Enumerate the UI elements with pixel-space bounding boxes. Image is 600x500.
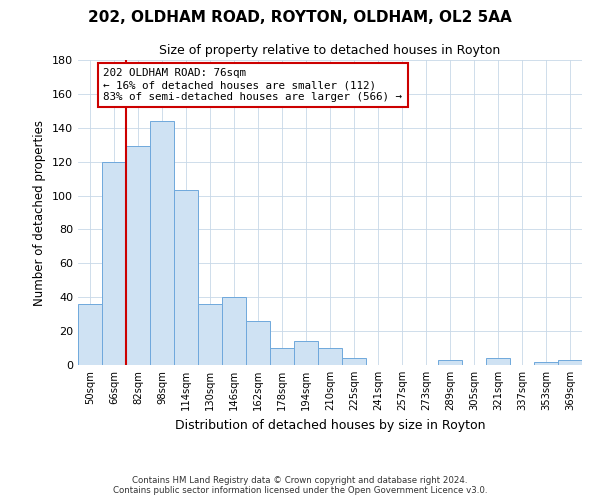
Bar — [198, 304, 222, 365]
Bar — [342, 358, 366, 365]
Bar — [558, 360, 582, 365]
Y-axis label: Number of detached properties: Number of detached properties — [34, 120, 46, 306]
Bar — [78, 304, 102, 365]
Text: 202 OLDHAM ROAD: 76sqm
← 16% of detached houses are smaller (112)
83% of semi-de: 202 OLDHAM ROAD: 76sqm ← 16% of detached… — [103, 68, 402, 102]
Bar — [534, 362, 558, 365]
Bar — [222, 297, 246, 365]
Bar — [150, 121, 174, 365]
Bar — [486, 358, 510, 365]
Text: 202, OLDHAM ROAD, ROYTON, OLDHAM, OL2 5AA: 202, OLDHAM ROAD, ROYTON, OLDHAM, OL2 5A… — [88, 10, 512, 25]
Bar — [438, 360, 462, 365]
Bar — [318, 348, 342, 365]
Title: Size of property relative to detached houses in Royton: Size of property relative to detached ho… — [160, 44, 500, 58]
Bar — [246, 321, 270, 365]
Bar — [102, 162, 126, 365]
Bar — [126, 146, 150, 365]
Text: Contains HM Land Registry data © Crown copyright and database right 2024.
Contai: Contains HM Land Registry data © Crown c… — [113, 476, 487, 495]
Bar — [270, 348, 294, 365]
Bar — [294, 342, 318, 365]
X-axis label: Distribution of detached houses by size in Royton: Distribution of detached houses by size … — [175, 418, 485, 432]
Bar — [174, 190, 198, 365]
